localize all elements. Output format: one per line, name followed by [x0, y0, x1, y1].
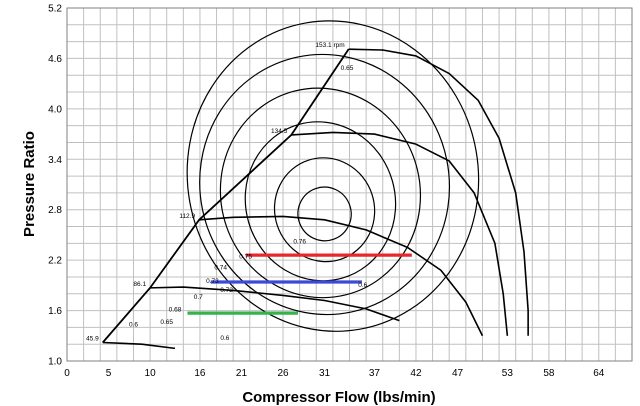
y-tick-label: 3.4 [48, 155, 62, 166]
x-tick-label: 42 [410, 368, 422, 379]
y-tick-label: 5.2 [48, 4, 62, 15]
y-tick-label: 2.2 [48, 256, 62, 267]
x-tick-label: 58 [543, 368, 555, 379]
speed-line [102, 341, 176, 350]
speed-line [291, 131, 509, 336]
y-axis-title: Pressure Ratio [21, 131, 38, 237]
efficiency-label: 0.75 [239, 253, 252, 260]
x-tick-label: 53 [502, 368, 514, 379]
y-tick-label: 1.0 [48, 357, 62, 368]
efficiency-label: 0.6 [129, 322, 138, 329]
efficiency-label: 0.74 [214, 264, 227, 271]
efficiency-label: 0.65 [160, 319, 173, 326]
efficiency-island [273, 157, 376, 263]
chart-annotations: 0.65 0.76 0.75 0.74 0.730.72 0.7 0.68 0.65 0.6 0.… [129, 65, 368, 342]
plot-frame [66, 7, 633, 362]
surge-line [102, 48, 350, 344]
grid [66, 7, 633, 362]
speed-line-label: 112.9 [179, 213, 195, 220]
x-tick-label: 47 [452, 368, 464, 379]
x-tick-label: 26 [277, 368, 289, 379]
speed-line-label: 153.1 rpm [315, 42, 344, 49]
efficiency-label: 0.76 [293, 238, 306, 245]
y-axis-ticks: 1.0 1.6 2.2 2.8 3.4 4.0 4.6 5.2 [48, 4, 62, 368]
x-tick-label: 37 [369, 368, 381, 379]
y-tick-label: 1.6 [48, 306, 62, 317]
efficiency-label: 0.7 [194, 294, 203, 301]
operating-lines [187, 253, 412, 315]
efficiency-label: 0.73 [206, 278, 219, 285]
y-tick-label: 2.8 [48, 205, 62, 216]
efficiency-label: 0.6 [220, 335, 229, 342]
x-axis-ticks: 0 5 10 16 21 26 31 37 42 47 53 58 64 [64, 368, 605, 379]
efficiency-island [186, 20, 480, 332]
y-tick-label: 4.0 [48, 104, 62, 115]
x-axis-title: Compressor Flow (lbs/min) [242, 389, 435, 406]
x-tick-label: 21 [236, 368, 248, 379]
efficiency-label: 0.68 [169, 306, 182, 313]
x-tick-label: 5 [106, 368, 112, 379]
x-tick-label: 0 [64, 368, 70, 379]
y-tick-label: 4.6 [48, 54, 62, 65]
efficiency-island [199, 53, 451, 316]
efficiency-island [219, 87, 422, 299]
x-tick-label: 31 [319, 368, 331, 379]
x-tick-label: 16 [194, 368, 206, 379]
efficiency-label: 0.65 [341, 65, 354, 72]
x-tick-label: 10 [145, 368, 157, 379]
speed-lines: 45.9 86.1 112.9 134.5 153.1 rpm [86, 42, 529, 350]
speed-line-label: 86.1 [133, 281, 146, 288]
speed-line [348, 48, 529, 336]
efficiency-islands [186, 20, 480, 332]
surge-line-path [102, 48, 350, 344]
efficiency-label: 0.72 [220, 287, 233, 294]
speed-line-label: 45.9 [86, 336, 99, 343]
speed-line-label: 134.5 [271, 128, 288, 135]
speed-line [150, 286, 400, 322]
efficiency-label: 0.6 [358, 282, 367, 289]
speed-line [199, 215, 484, 337]
x-tick-label: 64 [593, 368, 605, 379]
efficiency-island [297, 186, 352, 242]
